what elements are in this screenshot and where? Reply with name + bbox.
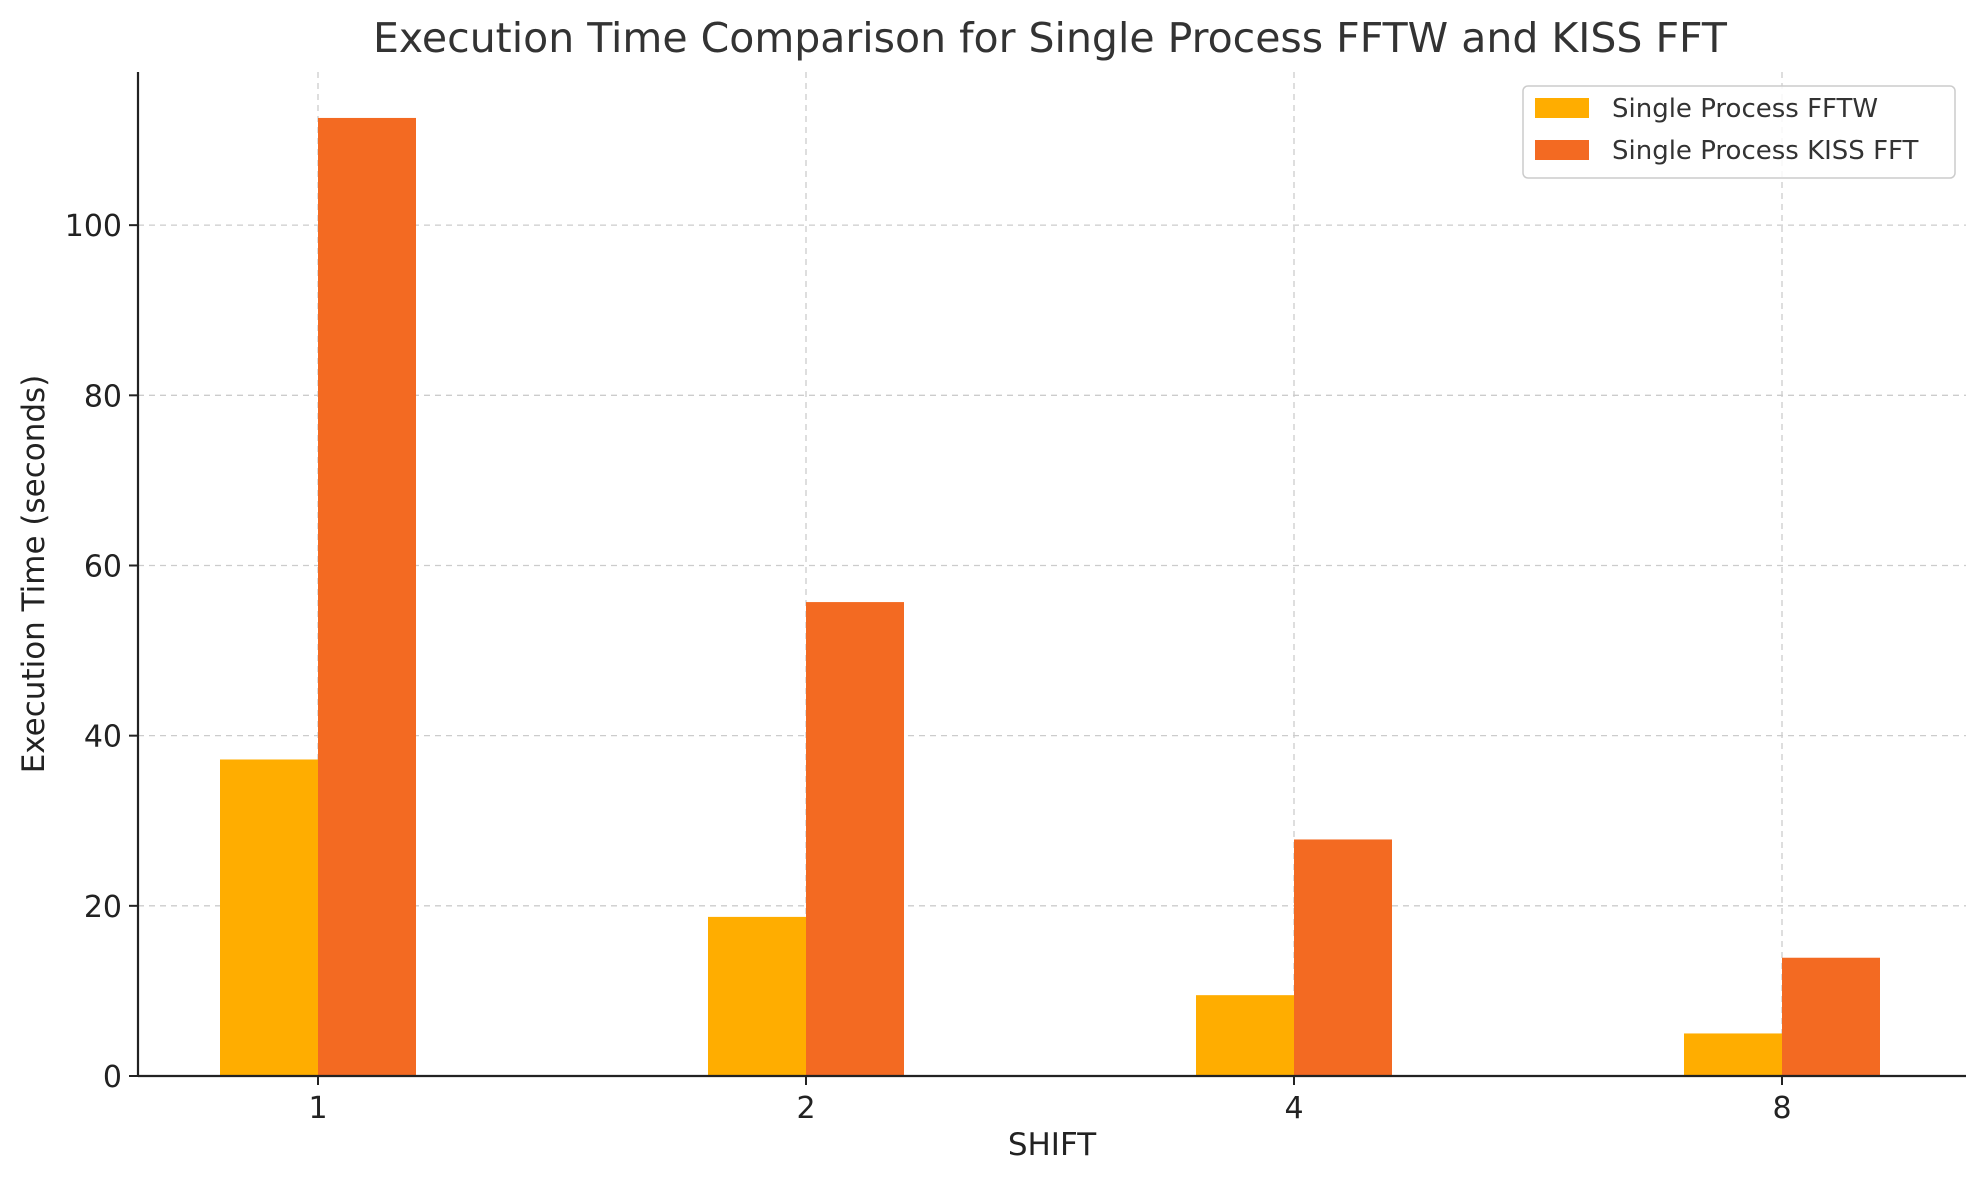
bar-kiss-fft-shift-1 <box>318 117 416 1077</box>
bar-kiss-fft-shift-2 <box>806 602 904 1076</box>
axis-ticks: 0 20 40 60 80 100 1 2 4 8 <box>65 209 1792 1126</box>
bar-fftw-shift-4 <box>1196 995 1294 1076</box>
bar-fftw-shift-2 <box>708 916 806 1076</box>
legend: Single Process FFTW Single Process KISS … <box>1522 85 1956 179</box>
x-tick-label: 4 <box>1284 1091 1303 1126</box>
bar-fftw-shift-8 <box>1684 1033 1782 1076</box>
legend-swatch-fftw <box>1535 98 1589 118</box>
bars <box>220 117 1880 1077</box>
bar-kiss-fft-shift-8 <box>1782 957 1880 1076</box>
y-tick-label: 40 <box>84 720 122 755</box>
x-tick-label: 1 <box>308 1091 327 1126</box>
legend-label-kiss-fft: Single Process KISS FFT <box>1612 136 1919 166</box>
x-axis-label: SHIFT <box>1008 1127 1097 1163</box>
y-tick-label: 0 <box>103 1060 122 1095</box>
legend-frame <box>1522 85 1956 179</box>
y-tick-label: 20 <box>84 890 122 925</box>
bar-fftw-shift-1 <box>220 759 318 1076</box>
y-tick-label: 100 <box>65 209 122 244</box>
legend-swatch-kiss-fft <box>1535 140 1589 160</box>
x-tick-label: 2 <box>796 1091 815 1126</box>
y-axis-label: Execution Time (seconds) <box>16 375 52 774</box>
y-tick-label: 80 <box>84 379 122 414</box>
bar-kiss-fft-shift-4 <box>1294 839 1392 1076</box>
legend-label-fftw: Single Process FFTW <box>1612 94 1878 124</box>
y-tick-label: 60 <box>84 549 122 584</box>
chart-title: Execution Time Comparison for Single Pro… <box>373 14 1728 62</box>
x-tick-label: 8 <box>1772 1091 1791 1126</box>
